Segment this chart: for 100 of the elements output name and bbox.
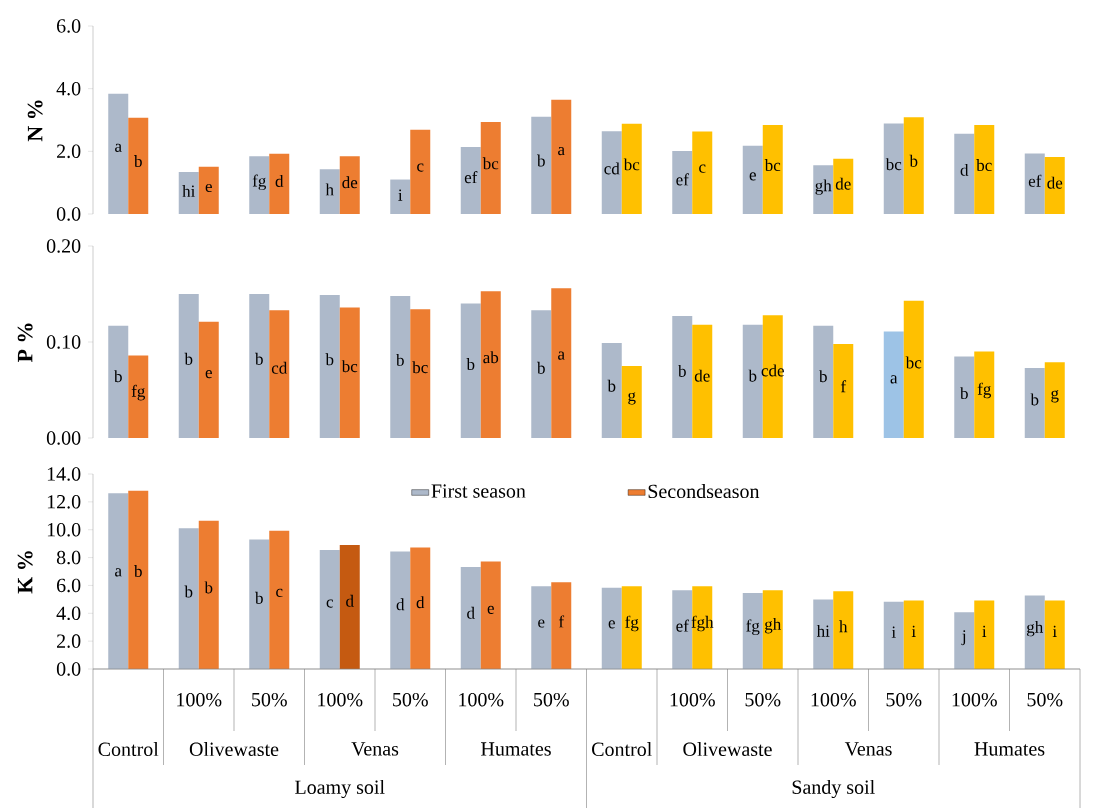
bar xyxy=(249,294,270,439)
data-label: i xyxy=(1052,625,1057,637)
bar xyxy=(531,586,552,670)
x-tick-label: 50% xyxy=(1027,692,1063,707)
bar xyxy=(480,121,501,214)
data-label: f xyxy=(558,615,565,628)
bar xyxy=(1024,595,1045,670)
data-label: i xyxy=(891,626,896,638)
data-label: b xyxy=(134,155,142,168)
text: Control xyxy=(592,741,652,757)
data-label: b xyxy=(909,154,918,167)
data-label: cd xyxy=(271,361,288,374)
bar xyxy=(108,93,129,214)
bar xyxy=(410,547,431,670)
data-label: e xyxy=(487,605,494,614)
x-tick-label: 100% xyxy=(177,692,222,707)
bar xyxy=(672,151,693,214)
bar xyxy=(319,169,340,214)
data-label: bc xyxy=(976,159,992,172)
data-label: a xyxy=(890,375,898,384)
x-tick-label: 100% xyxy=(318,692,363,707)
bar xyxy=(974,600,995,670)
data-label: a xyxy=(558,147,565,156)
data-label: h xyxy=(325,183,334,196)
bar xyxy=(339,307,360,439)
bar xyxy=(883,331,904,439)
data-label: e xyxy=(538,619,545,628)
data-label: e xyxy=(749,172,756,181)
bar xyxy=(198,520,219,670)
bar xyxy=(742,593,763,670)
y-tick-label: 0.10 xyxy=(46,335,81,349)
data-label: bc xyxy=(885,158,902,171)
y-tick-label: 8.0 xyxy=(56,550,81,565)
bar xyxy=(762,315,783,439)
bar xyxy=(601,587,622,670)
x-tick-label: 100% xyxy=(459,692,504,707)
bar xyxy=(974,351,995,439)
y-tick-label: 6.0 xyxy=(56,19,81,33)
y-tick-label: 14.0 xyxy=(47,467,81,481)
y-axis-title: P % xyxy=(17,323,33,363)
y-tick-label: 0.0 xyxy=(56,207,81,221)
y-tick-label: 4.0 xyxy=(56,81,81,96)
data-label: gh xyxy=(815,179,832,195)
text: Olivewaste xyxy=(189,741,279,757)
x-tick-label: 50% xyxy=(252,692,287,707)
data-label: fg xyxy=(625,615,639,632)
data-label: de xyxy=(1047,176,1063,189)
data-label: bc xyxy=(482,157,499,170)
data-label: ef xyxy=(676,619,689,632)
bar xyxy=(249,156,270,214)
data-label: gh xyxy=(1027,620,1044,637)
y-tick-label: 0.0 xyxy=(56,662,81,676)
data-label: a xyxy=(558,351,565,360)
bar xyxy=(249,539,270,670)
bar xyxy=(621,586,642,670)
bar xyxy=(410,129,431,214)
x-tick-label: 50% xyxy=(393,692,428,707)
data-label: g xyxy=(1051,390,1059,403)
data-label: ef xyxy=(676,173,689,186)
data-label: d xyxy=(416,596,425,609)
y-tick-label: 0.00 xyxy=(46,431,81,445)
bar xyxy=(128,117,149,214)
data-label: gh xyxy=(764,617,782,634)
legend-label: First season xyxy=(431,484,526,498)
bar xyxy=(883,601,904,670)
data-label: b xyxy=(255,591,263,604)
bar xyxy=(339,545,360,670)
bar xyxy=(974,125,995,214)
data-label: b xyxy=(396,353,404,366)
data-label: b xyxy=(748,369,757,382)
x-tick-label: 100% xyxy=(670,692,715,707)
data-label: cd xyxy=(604,162,620,175)
y-tick-label: 6.0 xyxy=(56,578,81,593)
bar xyxy=(460,566,481,670)
bar xyxy=(480,561,501,670)
bar xyxy=(319,550,340,670)
bar xyxy=(672,316,693,439)
text: Venas xyxy=(351,742,399,756)
data-label: c xyxy=(699,164,706,173)
data-label: d xyxy=(346,594,354,607)
bar xyxy=(954,612,975,670)
y-tick-label: 0.20 xyxy=(46,239,81,253)
data-label: d xyxy=(396,598,405,611)
data-label: bc xyxy=(412,361,428,374)
bar xyxy=(339,156,360,214)
text: Humates xyxy=(974,742,1045,756)
data-label: b xyxy=(184,352,193,365)
bar xyxy=(813,599,834,670)
text: Sandy soil xyxy=(792,779,875,799)
text: Olivewaste xyxy=(683,741,772,757)
data-label: b xyxy=(114,370,122,383)
text: Control xyxy=(98,741,159,757)
data-label: h xyxy=(839,620,848,633)
bar xyxy=(178,294,199,439)
x-tick-label: 50% xyxy=(745,692,781,707)
bar xyxy=(390,179,411,214)
bar xyxy=(1044,600,1065,670)
data-label: c xyxy=(276,588,283,598)
data-label: bc xyxy=(905,356,922,369)
data-label: bc xyxy=(623,158,640,171)
